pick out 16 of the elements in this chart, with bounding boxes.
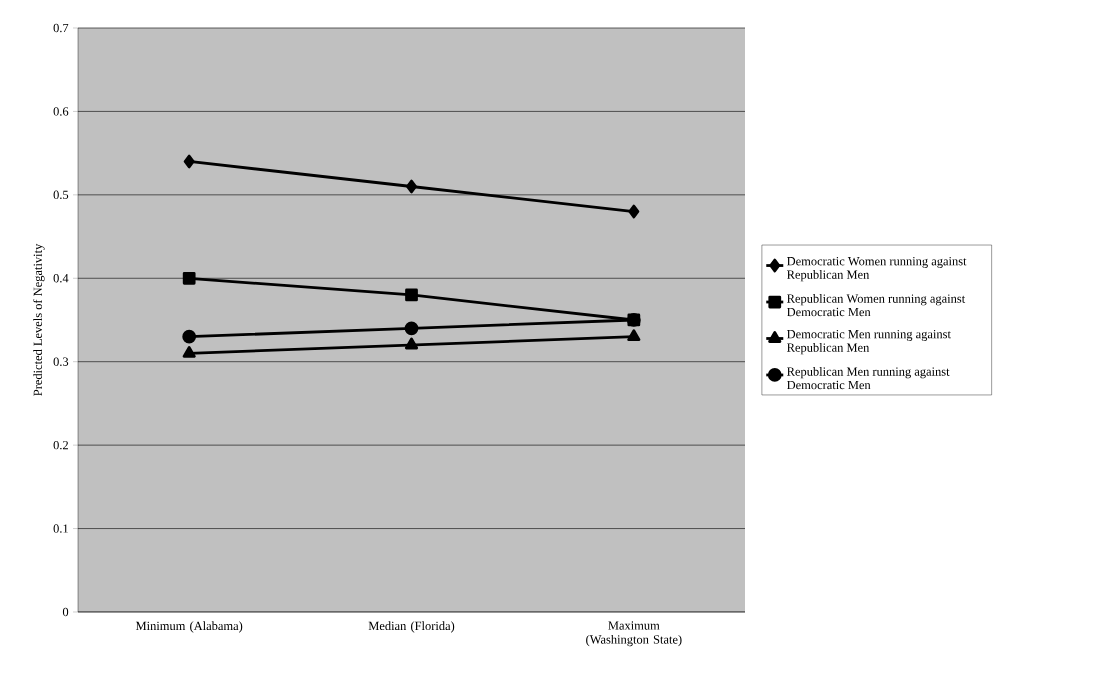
y-tick-label: 0.5 [53, 190, 69, 200]
legend-label: Republican Women running against Democratic Men [787, 294, 966, 317]
legend-label: Republican Men running against Democratic Men [787, 367, 950, 390]
y-tick-label: 0.2 [53, 440, 68, 450]
y-tick-label: 0.6 [53, 107, 69, 116]
y-axis-title: Predicted Levels of Negativity [33, 243, 45, 396]
y-tick-label: 0.3 [53, 357, 69, 366]
y-tick-label: 0.1 [53, 524, 68, 533]
y-tick-label: 0.4 [53, 274, 69, 283]
legend-label: Democratic Men running against Republican Men [787, 329, 951, 355]
x-tick-label: Maximum (Washington State) [586, 621, 682, 647]
legend-label: Democratic Women running against Republican Men [787, 257, 967, 282]
x-tick-label: Minimum (Alabama) [135, 621, 243, 633]
y-tick-label: 0 [62, 607, 69, 617]
y-tick-label: 0.7 [53, 23, 69, 33]
x-tick-label: Median (Florida) [368, 621, 455, 633]
